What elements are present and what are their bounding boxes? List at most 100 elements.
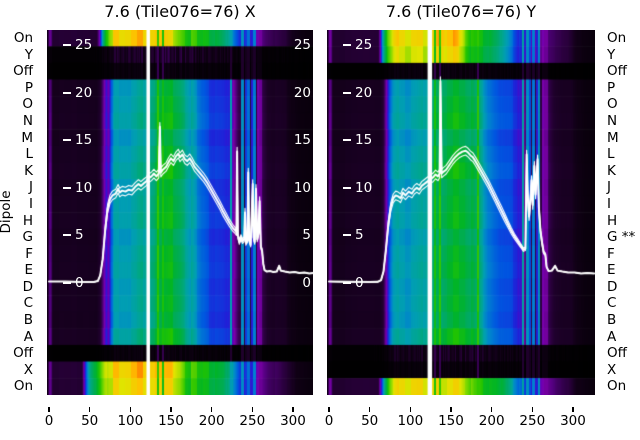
row-label-right: G **	[607, 229, 636, 246]
inner-tick-label-left: 25	[355, 37, 373, 53]
inner-tick-label-left: 25	[75, 37, 93, 53]
row-label-left: Off	[13, 345, 33, 362]
row-label-right: X	[607, 361, 617, 378]
row-label-left: H	[22, 212, 33, 229]
x-tick-mark	[89, 407, 91, 412]
x-tick-label: 250	[519, 413, 546, 429]
x-tick-label: 50	[361, 413, 379, 429]
row-label-right: J	[607, 179, 611, 196]
x-tick-label: 150	[438, 413, 464, 429]
heatmap-canvas-y	[327, 30, 595, 395]
inner-tick-label-left: 5	[75, 227, 84, 244]
x-tick-mark	[409, 407, 412, 412]
panel-title-x: 7.6 (Tile076=76) X	[104, 2, 256, 21]
row-label-right: E	[607, 262, 616, 279]
x-tick-label: 250	[239, 413, 266, 429]
inner-tick-mark	[63, 186, 71, 189]
inner-tick-mark	[63, 234, 71, 237]
row-label-right: C	[607, 295, 617, 312]
row-label-left: C	[23, 295, 33, 312]
inner-tick-label-left: 15	[75, 132, 93, 149]
x-tick-mark	[251, 407, 254, 412]
inner-tick-label-right: 20	[293, 84, 311, 101]
row-label-left: J	[29, 179, 33, 196]
x-tick-mark	[129, 407, 132, 412]
x-tick-mark	[211, 407, 213, 412]
inner-tick-label-left: 20	[355, 84, 373, 101]
inner-tick-mark	[343, 91, 351, 94]
row-label-right: Y	[607, 46, 616, 63]
row-label-left: M	[21, 129, 33, 146]
row-label-right: On	[607, 30, 627, 46]
row-label-left: A	[23, 328, 33, 345]
inner-tick-label-right: 10	[293, 179, 311, 196]
inner-tick-label-right: 0	[302, 275, 311, 291]
x-tick-mark	[170, 407, 172, 412]
row-label-right: N	[607, 112, 618, 129]
row-label-right: M	[607, 129, 619, 146]
inner-tick-label-right: 25	[293, 37, 311, 53]
row-label-left: Y	[24, 46, 33, 63]
inner-tick-mark	[343, 44, 351, 46]
x-tick-mark	[328, 407, 330, 412]
inner-tick-mark	[63, 44, 71, 46]
panel-title-y: 7.6 (Tile076=76) Y	[385, 2, 537, 21]
inner-tick-label-left: 10	[355, 179, 373, 196]
row-label-left: Off	[13, 63, 33, 80]
x-tick-label: 200	[198, 413, 225, 429]
row-label-right: A	[607, 328, 617, 345]
x-tick-label: 300	[560, 413, 586, 429]
row-label-right: Off	[607, 63, 627, 80]
row-label-left: B	[23, 312, 33, 329]
heatmap-panel-x: 25 25 20 20 15 15 10 10 5 5 0 0	[47, 30, 313, 395]
x-tick-label: 0	[44, 413, 54, 429]
inner-tick-mark	[343, 139, 351, 142]
x-tick-label: 200	[478, 413, 505, 429]
x-tick-label: 150	[158, 413, 184, 429]
x-tick-label: 100	[117, 413, 144, 429]
row-label-right: B	[607, 312, 617, 329]
row-label-left: L	[25, 146, 33, 163]
row-label-left: D	[22, 278, 33, 295]
inner-tick-mark	[343, 282, 351, 284]
x-tick-mark	[491, 407, 493, 412]
x-tick-label: 100	[397, 413, 424, 429]
inner-tick-label-right: 15	[293, 132, 311, 149]
x-tick-label: 50	[81, 413, 99, 429]
row-label-left: O	[22, 96, 33, 113]
row-label-left: On	[13, 378, 33, 395]
x-tick-mark	[292, 407, 294, 412]
inner-tick-mark	[343, 234, 351, 237]
x-tick-mark	[450, 407, 452, 412]
row-label-right: On	[607, 378, 627, 395]
row-label-left: E	[24, 262, 33, 279]
row-label-left: G	[22, 229, 33, 246]
inner-tick-label-left: 0	[355, 275, 364, 291]
inner-tick-label-right: 5	[302, 227, 311, 244]
x-tick-label: 0	[324, 413, 334, 429]
row-label-left: I	[29, 195, 33, 212]
inner-tick-label-left: 0	[75, 275, 84, 291]
inner-tick-label-left: 10	[75, 179, 93, 196]
row-label-right: I	[607, 195, 611, 212]
row-label-right: Off	[607, 345, 627, 362]
inner-tick-label-left: 15	[355, 132, 373, 149]
inner-tick-label-left: 5	[355, 227, 364, 244]
inner-tick-mark	[63, 91, 71, 94]
inner-tick-mark	[343, 186, 351, 189]
x-tick-mark	[48, 407, 50, 412]
row-label-left: X	[23, 361, 33, 378]
x-tick-label: 300	[280, 413, 306, 429]
row-label-right: O	[607, 96, 618, 113]
inner-tick-mark	[63, 282, 71, 284]
row-label-right: F	[607, 245, 615, 262]
row-label-left: On	[13, 30, 33, 46]
inner-tick-label-left: 20	[75, 84, 93, 101]
x-tick-mark	[572, 407, 574, 412]
row-label-left: F	[25, 245, 33, 262]
row-label-right: L	[607, 146, 615, 163]
row-label-left: N	[22, 112, 33, 129]
row-label-right: P	[607, 79, 616, 96]
x-tick-mark	[369, 407, 371, 412]
